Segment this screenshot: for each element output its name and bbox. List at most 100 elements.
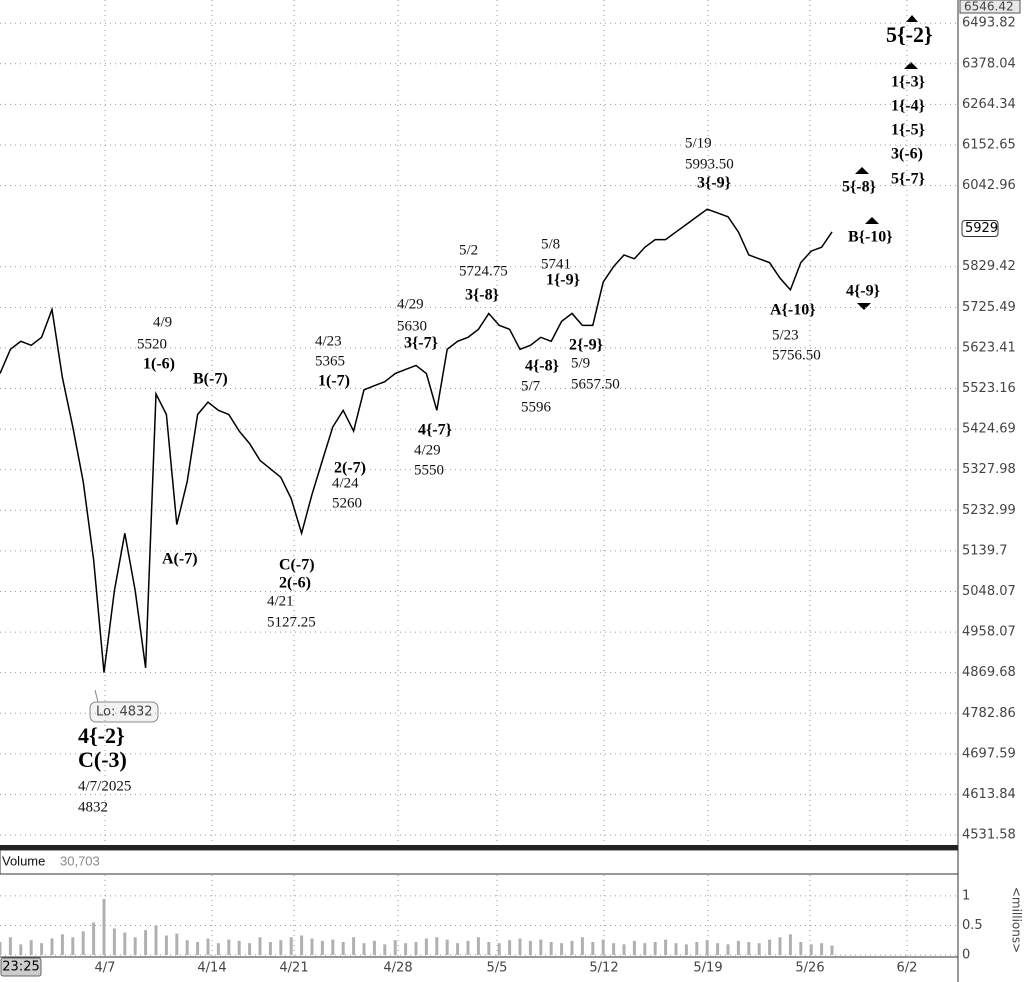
annotation: 5{-8} xyxy=(842,179,876,196)
volume-bar xyxy=(757,943,761,955)
annotation: 4/21 xyxy=(267,593,294,609)
x-tick-label: 5/19 xyxy=(693,961,722,976)
y-tick-label: 5523.16 xyxy=(962,381,1016,396)
volume-last: 30,703 xyxy=(60,853,100,868)
annotation: 2(-7) xyxy=(334,460,366,477)
annotation: B(-7) xyxy=(193,371,228,388)
volume-bar xyxy=(809,944,813,955)
volume-bar xyxy=(144,930,148,955)
y-tick-label: 6493.82 xyxy=(962,16,1016,31)
volume-bar xyxy=(674,943,678,955)
volume-bar xyxy=(622,944,626,955)
volume-bar xyxy=(539,939,543,955)
y-tick-label: 5725.49 xyxy=(962,300,1016,315)
volume-bar xyxy=(456,943,460,955)
triangle xyxy=(855,167,869,174)
annotation: B{-10} xyxy=(848,229,893,246)
volume-bar xyxy=(289,937,293,955)
annotation: 5/7 xyxy=(521,378,541,394)
volume-bar xyxy=(60,934,64,955)
y-tick-label: 4531.58 xyxy=(962,828,1016,843)
x-tick-label: 4/28 xyxy=(383,961,412,976)
annotation: 1{-9} xyxy=(546,272,580,289)
x-tick-label: 5/5 xyxy=(487,961,508,976)
volume-bar xyxy=(216,943,220,955)
annotation: 4/23 xyxy=(315,333,342,349)
y-tick-label: 5139.7 xyxy=(962,543,1008,558)
volume-bar xyxy=(664,939,668,955)
x-tick-label: 6/2 xyxy=(897,961,918,976)
y-tick-label: 5623.41 xyxy=(962,340,1016,355)
volume-bar xyxy=(736,940,740,955)
volume-bar xyxy=(528,940,532,955)
annotation: 3(-6) xyxy=(891,146,923,163)
annotation: 4/7/2025 xyxy=(78,778,131,794)
volume-bar xyxy=(497,943,501,955)
volume-bar xyxy=(549,942,553,955)
volume-bar xyxy=(279,940,283,955)
volume-bar xyxy=(726,944,730,955)
volume-bar xyxy=(716,943,720,955)
volume-bar xyxy=(227,939,231,955)
annotation: 5993.50 xyxy=(685,156,734,172)
volume-bar xyxy=(164,935,168,955)
volume-bar xyxy=(123,932,127,955)
y-tick-label: 0.5 xyxy=(962,918,983,933)
annotation: 4/9 xyxy=(153,314,172,330)
volume-bar xyxy=(445,939,449,955)
volume-bar xyxy=(362,943,366,955)
volume-bar xyxy=(705,940,709,955)
price-line xyxy=(0,208,833,673)
volume-bar xyxy=(102,898,106,955)
volume-bar xyxy=(154,925,158,955)
annotation: 5550 xyxy=(414,462,444,478)
annotation: 4832 xyxy=(78,799,108,815)
volume-bar xyxy=(632,940,636,955)
volume-bar xyxy=(268,942,272,955)
y-tick-label: 5327.98 xyxy=(962,462,1016,477)
volume-bar xyxy=(591,942,595,955)
volume-bar xyxy=(341,942,345,955)
annotation: 4{-9} xyxy=(846,283,880,300)
annotation: 5520 xyxy=(137,336,167,352)
last-price: 5929 xyxy=(965,221,998,236)
x-tick-label: 4/21 xyxy=(279,961,308,976)
volume-title: Volume xyxy=(2,853,45,868)
triangle xyxy=(904,62,918,69)
triangle xyxy=(865,217,879,224)
volume-bar xyxy=(237,940,241,955)
volume-bar xyxy=(383,944,387,955)
y-tick-label: 4958.07 xyxy=(962,625,1016,640)
time-label: 23:25 xyxy=(2,960,39,975)
lo-bubble xyxy=(89,701,159,723)
y-tick-label: 6378.04 xyxy=(962,56,1016,71)
volume-bar xyxy=(466,940,470,955)
annotation: 5596 xyxy=(521,399,552,415)
volume-bar xyxy=(487,942,491,955)
lo-pointer xyxy=(94,689,99,703)
volume-bar xyxy=(404,943,408,955)
annotation: 4{-8} xyxy=(525,358,559,375)
annotation: C(-3) xyxy=(78,747,127,772)
volume-bar xyxy=(8,937,12,955)
volume-bar xyxy=(508,940,512,955)
x-tick-label: 4/7 xyxy=(95,961,116,976)
annotation: 5/19 xyxy=(685,135,712,151)
volume-bar xyxy=(414,942,418,955)
volume-bar xyxy=(300,935,304,955)
y-tick-label: 6042.96 xyxy=(962,178,1016,193)
y-tick-label: 5829.42 xyxy=(962,259,1016,274)
volume-header xyxy=(0,849,959,875)
volume-bar xyxy=(248,943,252,955)
volume-bar xyxy=(206,938,210,955)
volume-bar xyxy=(133,937,137,955)
annotation: 1(-6) xyxy=(143,356,175,373)
volume-bar xyxy=(695,942,699,955)
annotation: 5756.50 xyxy=(772,347,821,363)
annotation: 5741 xyxy=(541,256,571,272)
annotation: 3{-9} xyxy=(697,175,731,192)
volume-bar xyxy=(580,937,584,955)
volume-bar xyxy=(476,937,480,955)
annotation: 1(-7) xyxy=(318,373,350,390)
